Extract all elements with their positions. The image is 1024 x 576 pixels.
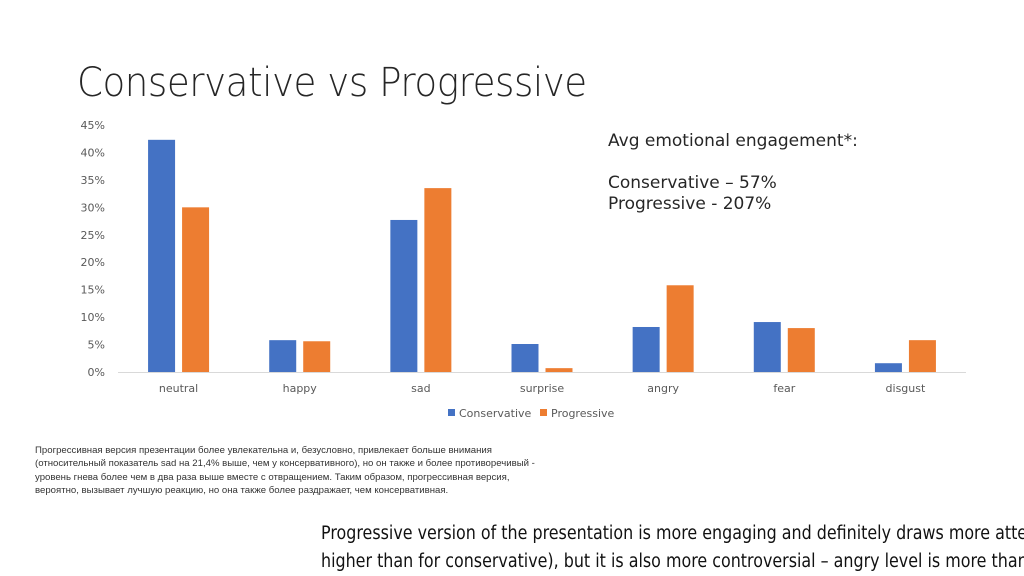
bar-progressive-neutral xyxy=(182,207,210,372)
bar-conservative-sad xyxy=(390,219,418,372)
y-tick-label: 5% xyxy=(88,339,105,352)
engagement-conservative: Conservative – 57% xyxy=(608,173,777,193)
bar-progressive-surprise xyxy=(545,368,573,372)
legend-label: Progressive xyxy=(551,407,615,420)
english-line: Progressive version of the presentation … xyxy=(321,523,1024,544)
engagement-progressive: Progressive - 207% xyxy=(608,194,772,214)
russian-paragraph: Прогрессивная версия презентации более у… xyxy=(35,445,535,496)
y-tick-label: 35% xyxy=(81,174,105,187)
x-tick-label: neutral xyxy=(159,382,198,395)
x-tick-label: fear xyxy=(773,382,795,395)
y-tick-label: 25% xyxy=(81,229,105,242)
engagement-heading: Avg emotional engagement*: xyxy=(608,131,858,151)
y-tick-label: 0% xyxy=(88,366,105,379)
legend-swatch-progressive xyxy=(540,409,547,416)
english-line: higher than for conservative), but it is… xyxy=(321,551,1024,572)
y-tick-label: 15% xyxy=(81,284,105,297)
y-tick-label: 20% xyxy=(81,256,105,269)
bar-progressive-angry xyxy=(666,285,694,372)
x-tick-label: angry xyxy=(647,382,679,395)
x-tick-label: happy xyxy=(283,382,318,395)
bar-conservative-surprise xyxy=(511,344,539,372)
bar-chart: 0% 5% 10% 15% 20% 25% 30% 35% 40% 45% neutral happy… xyxy=(81,119,966,420)
y-tick-label: 10% xyxy=(81,311,105,324)
english-paragraph: Progressive version of the presentation … xyxy=(321,520,1024,576)
bar-conservative-angry xyxy=(632,326,660,372)
y-tick-label: 40% xyxy=(81,146,105,159)
y-tick-label: 45% xyxy=(81,119,105,132)
legend-label: Conservative xyxy=(459,407,532,420)
bar-conservative-neutral xyxy=(148,139,176,372)
x-tick-label: surprise xyxy=(520,382,565,395)
slide-title: Conservative vs Progressive xyxy=(77,60,587,106)
bar-progressive-happy xyxy=(303,341,331,372)
bar-progressive-fear xyxy=(787,328,815,372)
bar-conservative-fear xyxy=(753,322,781,372)
bar-progressive-disgust xyxy=(908,340,936,372)
bar-conservative-disgust xyxy=(874,363,902,372)
bar-progressive-sad xyxy=(424,188,452,372)
legend-swatch-conservative xyxy=(448,409,455,416)
y-tick-label: 30% xyxy=(81,201,105,214)
bar-conservative-happy xyxy=(269,340,297,372)
x-tick-label: sad xyxy=(411,382,430,395)
x-tick-label: disgust xyxy=(886,382,926,395)
